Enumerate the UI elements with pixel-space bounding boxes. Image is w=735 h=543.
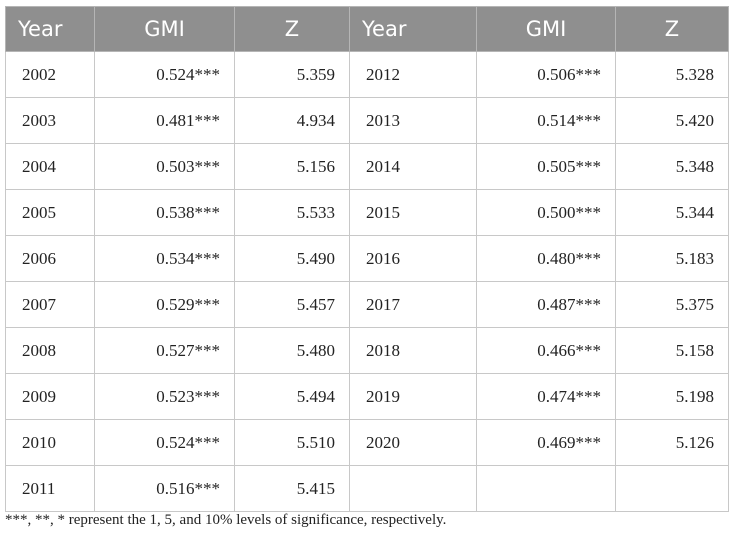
footnote: ***, **, * represent the 1, 5, and 10% l…: [5, 512, 447, 528]
cell-gmi: 0.516***: [94, 465, 235, 512]
cell-year-2: 2013: [349, 97, 477, 144]
cell-z: 4.934: [234, 97, 350, 144]
cell-gmi-2: 0.487***: [476, 281, 616, 328]
header-gmi: GMI: [94, 6, 235, 52]
cell-year: 2005: [5, 189, 95, 236]
table-header: Year GMI Z Year GMI Z: [5, 6, 729, 52]
results-table: Year GMI Z Year GMI Z 2002 0.524*** 5.359 2…: [5, 6, 729, 512]
cell-year-2: 2017: [349, 281, 477, 328]
cell-z-2: 5.348: [615, 143, 729, 190]
cell-gmi: 0.534***: [94, 235, 235, 282]
cell-gmi: 0.503***: [94, 143, 235, 190]
table-row: 2002 0.524*** 5.359 2012 0.506*** 5.328: [5, 51, 729, 98]
cell-z-2: 5.420: [615, 97, 729, 144]
cell-gmi-2: 0.506***: [476, 51, 616, 98]
cell-z-2: 5.126: [615, 419, 729, 466]
cell-year-2: 2020: [349, 419, 477, 466]
cell-gmi: 0.538***: [94, 189, 235, 236]
cell-year: 2010: [5, 419, 95, 466]
table-row: 2011 0.516*** 5.415: [5, 465, 729, 512]
cell-year-2: 2014: [349, 143, 477, 190]
cell-z-2: [615, 465, 729, 512]
cell-year: 2002: [5, 51, 95, 98]
table-row: 2009 0.523*** 5.494 2019 0.474*** 5.198: [5, 373, 729, 420]
cell-year: 2008: [5, 327, 95, 374]
cell-z: 5.510: [234, 419, 350, 466]
cell-year: 2011: [5, 465, 95, 512]
cell-year: 2009: [5, 373, 95, 420]
cell-gmi: 0.529***: [94, 281, 235, 328]
cell-gmi-2: 0.500***: [476, 189, 616, 236]
cell-z: 5.359: [234, 51, 350, 98]
cell-z: 5.457: [234, 281, 350, 328]
cell-year-2: [349, 465, 477, 512]
table-row: 2004 0.503*** 5.156 2014 0.505*** 5.348: [5, 143, 729, 190]
cell-z: 5.533: [234, 189, 350, 236]
cell-year-2: 2016: [349, 235, 477, 282]
cell-z: 5.480: [234, 327, 350, 374]
cell-year-2: 2015: [349, 189, 477, 236]
cell-gmi-2: [476, 465, 616, 512]
cell-gmi-2: 0.505***: [476, 143, 616, 190]
cell-year-2: 2012: [349, 51, 477, 98]
table-body: 2002 0.524*** 5.359 2012 0.506*** 5.328 2003 0.…: [5, 51, 729, 512]
cell-gmi-2: 0.480***: [476, 235, 616, 282]
header-year-2: Year: [349, 6, 477, 52]
cell-z-2: 5.158: [615, 327, 729, 374]
cell-year-2: 2019: [349, 373, 477, 420]
cell-gmi-2: 0.474***: [476, 373, 616, 420]
cell-year: 2006: [5, 235, 95, 282]
cell-z: 5.494: [234, 373, 350, 420]
header-z: Z: [234, 6, 350, 52]
cell-gmi: 0.527***: [94, 327, 235, 374]
header-row: Year GMI Z Year GMI Z: [5, 6, 729, 52]
cell-gmi-2: 0.514***: [476, 97, 616, 144]
cell-z-2: 5.344: [615, 189, 729, 236]
header-gmi-2: GMI: [476, 6, 616, 52]
cell-z: 5.156: [234, 143, 350, 190]
cell-z: 5.415: [234, 465, 350, 512]
cell-year: 2007: [5, 281, 95, 328]
cell-year: 2003: [5, 97, 95, 144]
cell-z-2: 5.198: [615, 373, 729, 420]
table-row: 2010 0.524*** 5.510 2020 0.469*** 5.126: [5, 419, 729, 466]
cell-gmi-2: 0.469***: [476, 419, 616, 466]
cell-gmi-2: 0.466***: [476, 327, 616, 374]
cell-gmi: 0.524***: [94, 51, 235, 98]
cell-year: 2004: [5, 143, 95, 190]
table-row: 2003 0.481*** 4.934 2013 0.514*** 5.420: [5, 97, 729, 144]
cell-z-2: 5.328: [615, 51, 729, 98]
cell-z-2: 5.375: [615, 281, 729, 328]
cell-gmi: 0.523***: [94, 373, 235, 420]
cell-year-2: 2018: [349, 327, 477, 374]
table-row: 2008 0.527*** 5.480 2018 0.466*** 5.158: [5, 327, 729, 374]
header-year: Year: [5, 6, 95, 52]
cell-z-2: 5.183: [615, 235, 729, 282]
header-z-2: Z: [615, 6, 729, 52]
cell-gmi: 0.524***: [94, 419, 235, 466]
table-row: 2007 0.529*** 5.457 2017 0.487*** 5.375: [5, 281, 729, 328]
cell-gmi: 0.481***: [94, 97, 235, 144]
cell-z: 5.490: [234, 235, 350, 282]
table-row: 2005 0.538*** 5.533 2015 0.500*** 5.344: [5, 189, 729, 236]
table-row: 2006 0.534*** 5.490 2016 0.480*** 5.183: [5, 235, 729, 282]
